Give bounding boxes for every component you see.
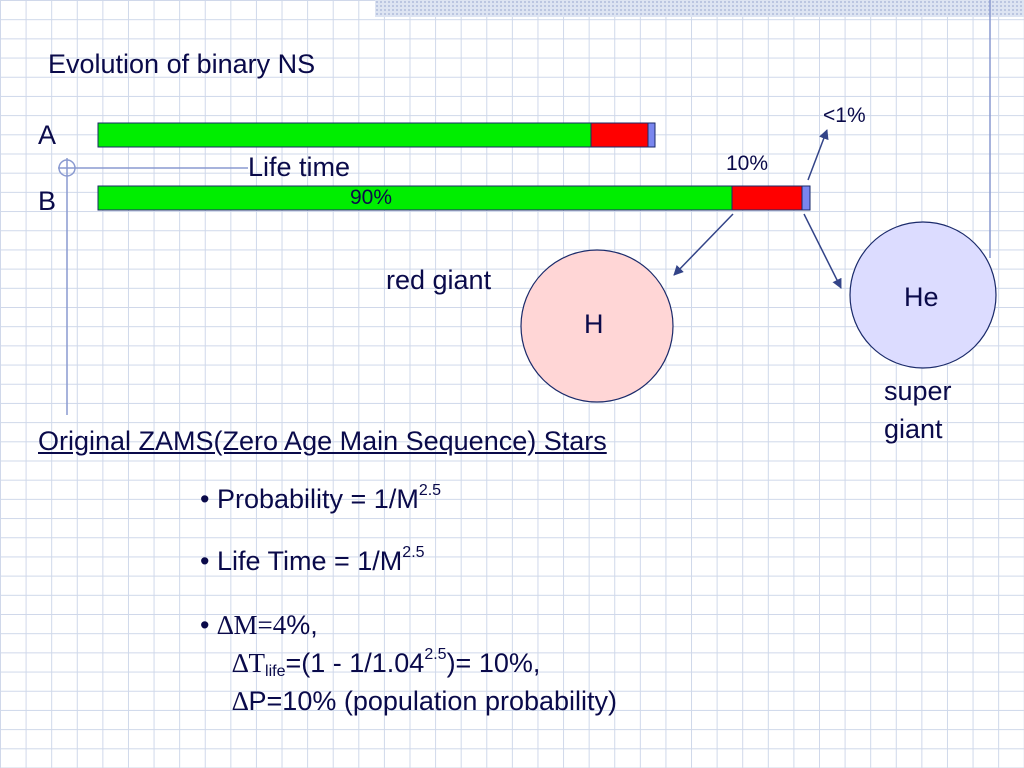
bullet-life-time-text: Life Time = 1/M bbox=[216, 546, 403, 576]
delta-t-symbol: ∆T bbox=[232, 648, 266, 678]
helium-label: He bbox=[904, 282, 939, 312]
super-giant-label: super giant bbox=[884, 372, 952, 448]
bar-a bbox=[97, 122, 656, 148]
delta-t-subscript: life bbox=[265, 663, 286, 680]
decorative-top-band bbox=[375, 0, 1024, 17]
bar-a-super-giant-phase bbox=[647, 122, 656, 148]
percent-90-label: 90% bbox=[350, 186, 393, 209]
bar-a-main-sequence bbox=[97, 122, 592, 148]
bullet-probability: • Probability = 1/M2.5 bbox=[200, 482, 442, 515]
bar-b-red-giant-phase bbox=[731, 185, 803, 211]
page-title: Evolution of binary NS bbox=[48, 49, 316, 79]
bullet-life-time: • Life Time = 1/M2.5 bbox=[200, 544, 425, 577]
label-star-a: A bbox=[38, 120, 57, 150]
hydrogen-label: H bbox=[584, 309, 604, 339]
bullet-probability-text: Probability = 1/M bbox=[216, 484, 419, 514]
bar-b-super-giant-phase bbox=[801, 185, 811, 211]
delta-p-symbol: ∆ bbox=[232, 686, 249, 716]
super-giant-line-2: giant bbox=[884, 414, 943, 444]
bullet-delta-p-line: ∆P=10% (population probability) bbox=[200, 682, 617, 720]
bar-a-red-giant-phase bbox=[590, 122, 649, 148]
arrow-to-super-giant bbox=[803, 213, 842, 289]
arrow-to-lt1 bbox=[807, 129, 829, 181]
life-time-label: Life time bbox=[248, 152, 351, 182]
delta-p-text: P=10% (population probability) bbox=[248, 686, 618, 716]
bullet-life-time-exponent: 2.5 bbox=[402, 544, 425, 561]
bullet-delta-t-line: ∆Tlife=(1 - 1/1.042.5)= 10%, bbox=[200, 644, 617, 682]
bullet-delta-m: • ∆M=4%, ∆Tlife=(1 - 1/1.042.5)= 10%, ∆P… bbox=[200, 606, 617, 720]
delta-m-symbol: ∆M=4 bbox=[216, 610, 287, 640]
percent-lt1-label: <1% bbox=[823, 104, 866, 127]
delta-t-formula: =(1 - 1/1.04 bbox=[285, 648, 425, 678]
label-star-b: B bbox=[38, 186, 57, 216]
bar-b-main-sequence bbox=[97, 185, 733, 211]
super-giant-line-1: super bbox=[884, 376, 952, 406]
delta-t-exponent: 2.5 bbox=[424, 646, 447, 663]
frame-ring bbox=[58, 159, 76, 177]
arrow-to-red-giant bbox=[673, 213, 734, 276]
bullet-delta-m-line-1: • ∆M=4%, bbox=[200, 610, 318, 640]
red-giant-label: red giant bbox=[386, 265, 492, 295]
bar-b bbox=[97, 185, 811, 211]
section-heading: Original ZAMS(Zero Age Main Sequence) St… bbox=[38, 426, 607, 456]
percent-10-label: 10% bbox=[726, 152, 769, 175]
delta-t-result: )= 10%, bbox=[446, 648, 541, 678]
red-giant-circle bbox=[520, 249, 674, 403]
super-giant-circle bbox=[849, 221, 997, 369]
bullet-probability-exponent: 2.5 bbox=[418, 482, 442, 499]
delta-m-rest: %, bbox=[286, 610, 318, 640]
